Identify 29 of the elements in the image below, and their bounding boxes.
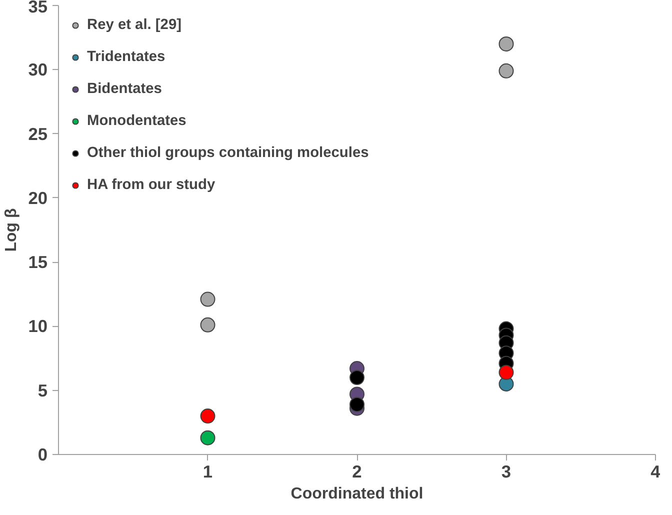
y-tick-label: 35 bbox=[28, 0, 48, 16]
point bbox=[498, 36, 514, 52]
y-tick-label: 0 bbox=[38, 444, 48, 464]
legend-label: Tridentates bbox=[87, 49, 166, 65]
y-tick-label: 5 bbox=[38, 380, 48, 400]
point bbox=[200, 430, 216, 446]
point bbox=[200, 317, 216, 332]
x-tick-label: 1 bbox=[202, 462, 213, 482]
x-tick-label: 3 bbox=[501, 462, 512, 482]
x-axis-title: Coordinated thiol bbox=[290, 486, 424, 502]
legend-label: Bidentates bbox=[87, 81, 162, 97]
point bbox=[498, 63, 514, 78]
legend-label: Rey et al. [29] bbox=[87, 17, 182, 33]
x-tick-label: 2 bbox=[352, 462, 362, 482]
point bbox=[350, 370, 364, 386]
y-tick-label: 10 bbox=[28, 316, 48, 336]
point bbox=[200, 292, 216, 307]
legend-label: HA from our study bbox=[87, 177, 216, 193]
point bbox=[350, 396, 364, 412]
y-tick-label: 30 bbox=[28, 60, 48, 80]
y-tick-label: 20 bbox=[28, 188, 48, 208]
legend-label: Other thiol groups containing molecules bbox=[87, 145, 369, 161]
x-tick-label: 4 bbox=[650, 462, 661, 482]
y-tick-label: 15 bbox=[28, 252, 48, 272]
y-tick-label: 25 bbox=[28, 124, 48, 144]
point bbox=[200, 408, 216, 424]
y-axis-title: Log β bbox=[3, 208, 20, 252]
legend-label: Monodentates bbox=[87, 113, 186, 129]
point bbox=[498, 364, 514, 380]
